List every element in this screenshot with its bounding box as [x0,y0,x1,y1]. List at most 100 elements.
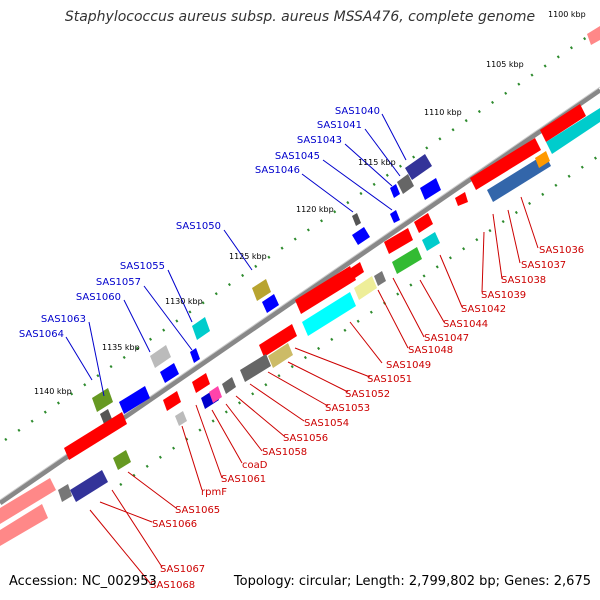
gene-sas1042[interactable] [414,213,433,233]
map-title: Staphylococcus aureus subsp. aureus MSSA… [64,9,536,25]
gene-label: SAS1066 [152,519,197,530]
gene-label: SAS1067 [160,564,205,575]
gene-sas1065[interactable] [64,412,127,460]
gene-label: SAS1048 [408,345,453,356]
gene-sas1066[interactable] [113,450,131,470]
gene-label: SAS1064 [19,329,64,340]
gene-red-mid[interactable] [470,138,541,190]
gene-label: SAS1052 [345,389,390,400]
forward-leader-lines [65,113,407,397]
gene-label: SAS1043 [297,135,342,146]
gene-orange[interactable] [535,151,550,168]
ruler-label: 1115 kbp [358,158,396,167]
gene-label: SAS1053 [325,403,370,414]
gene-label: SAS1050 [176,221,221,232]
gene-olive-1125[interactable] [252,279,271,301]
gene-sas1048[interactable] [392,247,422,274]
topology-summary: Topology: circular; Length: 2,799,802 bp… [233,574,591,589]
ruler-label: 1120 kbp [296,205,334,214]
gene-label: SAS1037 [521,260,566,271]
gene-label: SAS1061 [221,474,266,485]
gene-label: SAS1051 [367,374,412,385]
gene-label: SAS1036 [539,245,584,256]
gene-pink-top[interactable] [587,26,600,45]
gene-label: SAS1042 [461,304,506,315]
ruler-label: 1135 kbp [102,343,140,352]
gene-sas1045[interactable] [390,184,400,198]
gene-pink-left[interactable] [0,478,56,524]
gene-sas1054[interactable] [268,343,293,368]
gene-label: SAS1054 [304,418,349,429]
gene-sas1040[interactable] [405,154,432,180]
ruler-label: 1100 kbp [548,10,586,19]
gene-pink-coad[interactable] [209,386,222,403]
accession-text: Accession: NC_002953 [9,574,157,589]
gene-blue-1125[interactable] [262,294,279,313]
ruler-label: 1140 kbp [34,387,72,396]
reverse-leader-lines [89,196,539,584]
gene-gray-rpmf[interactable] [175,411,187,426]
gene-label: SAS1044 [443,319,488,330]
gene-sas1036[interactable] [455,192,468,206]
gene-label: SAS1056 [283,433,328,444]
gene-sas1052[interactable] [302,292,356,336]
ruler-label: 1125 kbp [229,252,267,261]
ruler-label: 1130 kbp [165,297,203,306]
gene-label: SAS1040 [335,106,380,117]
gene-gray-1120[interactable] [374,271,386,286]
ruler-label: 1110 kbp [424,108,462,117]
reverse-gene-track [0,192,468,546]
gene-sas1057[interactable] [190,348,200,363]
gene-sas1053[interactable] [259,324,297,357]
gene-sas1041[interactable] [397,174,414,194]
gene-label: SAS1060 [76,292,121,303]
ruler-label: 1105 kbp [486,60,524,69]
gene-sas1044[interactable] [422,232,440,251]
gene-label: SAS1045 [275,151,320,162]
gene-label: rpmF [201,487,227,498]
gene-sas1060[interactable] [150,345,171,368]
ruler-labels: 1100 kbp 1105 kbp 1110 kbp 1115 kbp 1120… [34,10,586,396]
inner-ruler-dots [119,153,600,487]
gene-label: SAS1058 [262,447,307,458]
gene-label: SAS1063 [41,314,86,325]
gene-red-top[interactable] [540,104,586,142]
gene-sas1056[interactable] [240,354,271,382]
gene-sas1043[interactable] [420,178,441,200]
gene-sas1063[interactable] [92,388,113,412]
gene-steel[interactable] [487,154,551,202]
gene-sas1064[interactable] [119,386,150,414]
gene-khaki-1120[interactable] [354,276,377,300]
gene-sas1061[interactable] [192,373,210,393]
gene-rpmf[interactable] [163,391,181,411]
gene-label: SAS1065 [175,505,220,516]
gene-label: SAS1038 [501,275,546,286]
outer-ruler-dots [4,26,600,442]
gene-label: SAS1039 [481,290,526,301]
gene-label: SAS1057 [96,277,141,288]
gene-label: SAS1041 [317,120,362,131]
gene-sas1068[interactable] [0,504,48,546]
gene-label: SAS1068 [150,580,195,591]
gene-label: SAS1049 [386,360,431,371]
gene-gray-left[interactable] [58,484,72,502]
forward-gene-labels: SAS1040 SAS1041 SAS1043 SAS1045 SAS1046 … [19,106,380,340]
forward-gene-track [0,26,600,524]
gene-blue-1135[interactable] [160,363,179,383]
gene-label: SAS1055 [120,261,165,272]
gene-sas1051[interactable] [295,266,356,314]
gene-sas1047[interactable] [384,228,413,254]
gene-cyan-top[interactable] [546,108,600,154]
gene-sas1046[interactable] [352,213,361,226]
gene-label: coaD [242,460,268,471]
gene-label: SAS1046 [255,165,300,176]
gene-sas1055[interactable] [192,317,210,340]
gene-sas1058[interactable] [222,377,236,394]
gene-1120-small[interactable] [390,210,400,223]
gene-label: SAS1047 [424,333,469,344]
reverse-gene-labels: SAS1036 SAS1037 SAS1038 SAS1039 SAS1042 … [150,245,584,591]
gene-sas1050[interactable] [352,227,370,245]
gene-navy-left[interactable] [70,470,108,502]
